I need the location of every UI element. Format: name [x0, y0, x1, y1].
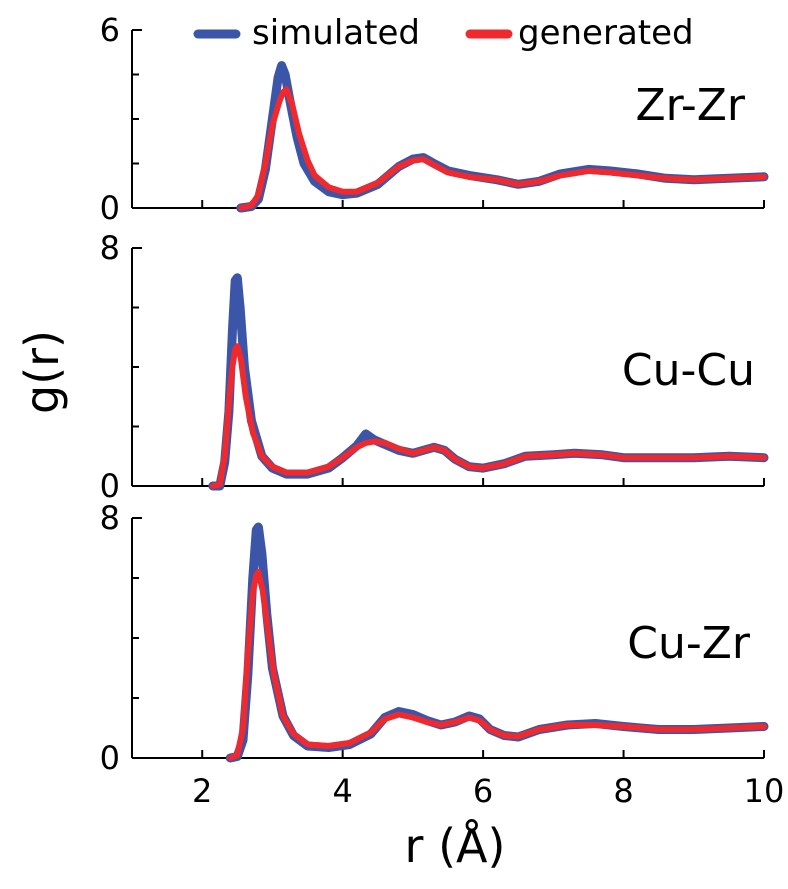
legend-label-simulated: simulated	[252, 13, 420, 53]
x-axis-title: r (Å)	[405, 819, 506, 873]
y-tick-label: 0	[100, 189, 120, 227]
x-tick-label: 2	[192, 772, 212, 810]
y-axis-title: g(r)	[15, 330, 69, 414]
panel-zr-zr: 0 6 Zr-Zr	[100, 11, 769, 227]
panel-label: Zr-Zr	[635, 80, 745, 131]
y-tick-label: 0	[100, 739, 120, 777]
x-tick-label: 10	[744, 772, 785, 810]
panel-label: Cu-Cu	[622, 345, 755, 396]
x-tick-label: 6	[473, 772, 493, 810]
y-tick-label: 8	[100, 229, 120, 267]
legend: simulated generated	[193, 13, 694, 53]
panel-cu-cu: 0 8 Cu-Cu	[100, 229, 769, 505]
x-tick-label: 4	[332, 772, 352, 810]
legend-label-generated: generated	[518, 13, 694, 53]
series-generated-line	[227, 569, 767, 761]
y-tick-label: 0	[100, 467, 120, 505]
x-tick-label: 8	[613, 772, 633, 810]
series-generated-line	[209, 343, 767, 489]
panel-cu-zr: 0 8 Cu-Zr 2 4 6 8 10	[100, 499, 785, 810]
panel-label: Cu-Zr	[627, 618, 751, 669]
y-tick-label: 6	[100, 11, 120, 49]
y-tick-label: 8	[100, 499, 120, 537]
series-generated-line	[237, 86, 767, 211]
